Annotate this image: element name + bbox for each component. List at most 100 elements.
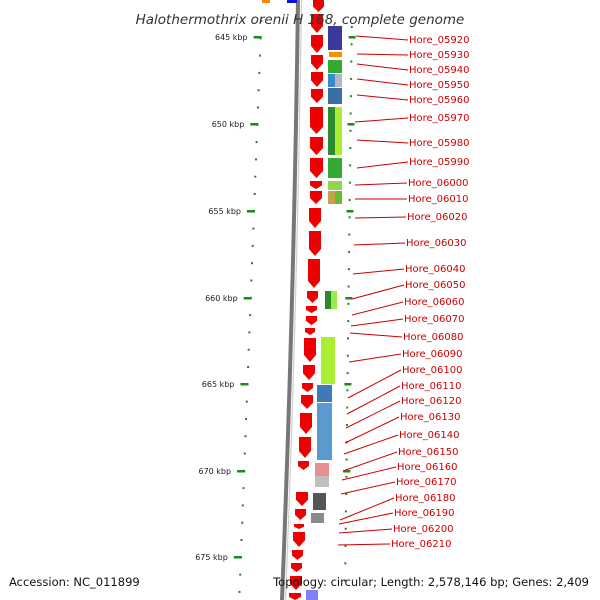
cds-arrow (313, 0, 324, 12)
minor-tick (257, 89, 260, 92)
leader-line (350, 318, 404, 327)
leader-line (343, 434, 399, 455)
category-block (328, 60, 342, 73)
minor-tick (252, 227, 255, 230)
minor-tick (250, 279, 253, 282)
minor-tick (349, 129, 352, 132)
scale-label: 665 kbp (202, 380, 235, 389)
map-title: Halothermothrix orenii H 168, complete g… (136, 12, 465, 28)
minor-tick (347, 302, 350, 305)
leader-line (344, 416, 400, 444)
backbone-highlight (284, 0, 303, 600)
minor-tick (251, 262, 253, 265)
label-leaders (337, 35, 409, 546)
category-block (331, 291, 337, 309)
cds-arrow (290, 576, 302, 590)
leader-line (342, 451, 398, 472)
minor-tick (347, 285, 350, 288)
minor-tick (345, 493, 348, 496)
leader-line (341, 466, 397, 481)
major-tick-outer (348, 36, 356, 39)
minor-tick (350, 26, 353, 28)
gene-label: Hore_06000 (408, 178, 469, 189)
minor-tick (346, 372, 349, 374)
leader-line (349, 332, 403, 338)
minor-tick (254, 175, 257, 178)
cds-track (262, 0, 324, 600)
category-block (315, 476, 329, 487)
gene-label: Hore_06190 (394, 508, 455, 519)
gene-label: Hore_06100 (402, 365, 463, 376)
category-block (335, 107, 342, 155)
major-tick-outer (347, 123, 355, 126)
minor-tick (255, 158, 257, 161)
topology-summary: Topology: circular; Length: 2,578,146 bp… (272, 575, 589, 589)
gene-label: Hore_06020 (407, 212, 468, 223)
major-tick (237, 470, 246, 473)
leader-line (345, 400, 401, 429)
scale-label: 645 kbp (215, 33, 248, 42)
minor-tick (244, 435, 247, 438)
gene-label: Hore_06160 (397, 462, 458, 473)
minor-tick (249, 314, 252, 317)
gene-label: Hore_06030 (406, 238, 467, 249)
cds-arrow (310, 107, 323, 134)
cds-arrow (307, 291, 318, 303)
cds-arrow (296, 492, 308, 506)
partial-gene-top (262, 0, 270, 3)
category-block (317, 385, 332, 402)
gene-label: Hore_05930 (409, 50, 470, 61)
category-block (313, 493, 326, 510)
minor-tick (350, 60, 353, 63)
gene-label: Hore_05990 (409, 157, 470, 168)
cds-arrow (299, 437, 311, 458)
cds-arrow (308, 259, 320, 288)
cds-arrow (303, 365, 315, 380)
category-block (328, 88, 342, 104)
gene-label: Hore_06040 (405, 264, 466, 275)
leader-line (354, 117, 409, 123)
gene-label: Hore_06110 (401, 381, 462, 392)
gene-label: Hore_06070 (404, 314, 465, 325)
leader-line (354, 182, 408, 186)
leader-line (351, 301, 404, 316)
minor-tick (349, 95, 352, 98)
functional-category-track (306, 26, 342, 600)
gene-label: Hore_05960 (409, 95, 470, 106)
leader-line (356, 139, 409, 144)
minor-tick (348, 250, 351, 253)
minor-tick (348, 199, 351, 201)
gene-label: Hore_06130 (400, 412, 461, 423)
category-block (315, 463, 329, 476)
category-block (329, 52, 342, 57)
cds-arrow (311, 55, 323, 70)
gene-labels: Hore_05920 Hore_05930 Hore_05940 Hore_05950… (391, 35, 470, 550)
minor-tick (247, 348, 250, 351)
gene-label: Hore_05940 (409, 65, 470, 76)
leader-line (338, 512, 394, 525)
minor-tick (346, 423, 348, 426)
minor-tick (349, 112, 352, 115)
minor-tick (243, 452, 246, 455)
gene-label: Hore_05980 (409, 138, 470, 149)
major-tick (243, 297, 252, 300)
gene-label: Hore_06150 (398, 447, 459, 458)
minor-tick (346, 406, 349, 409)
gene-label: Hore_06090 (402, 349, 463, 360)
major-tick (247, 210, 255, 213)
minor-tick (347, 337, 349, 340)
category-block (328, 181, 342, 190)
cds-arrow (293, 532, 305, 547)
major-tick (250, 123, 259, 126)
category-block (335, 191, 342, 204)
leader-line (352, 268, 405, 275)
leader-line (348, 353, 402, 363)
minor-tick (345, 475, 348, 478)
major-tick-outer (344, 383, 352, 386)
leader-line (356, 53, 409, 56)
leader-line (338, 528, 393, 534)
leader-line (353, 242, 406, 246)
minor-tick (345, 458, 348, 461)
cds-arrow (310, 191, 322, 204)
